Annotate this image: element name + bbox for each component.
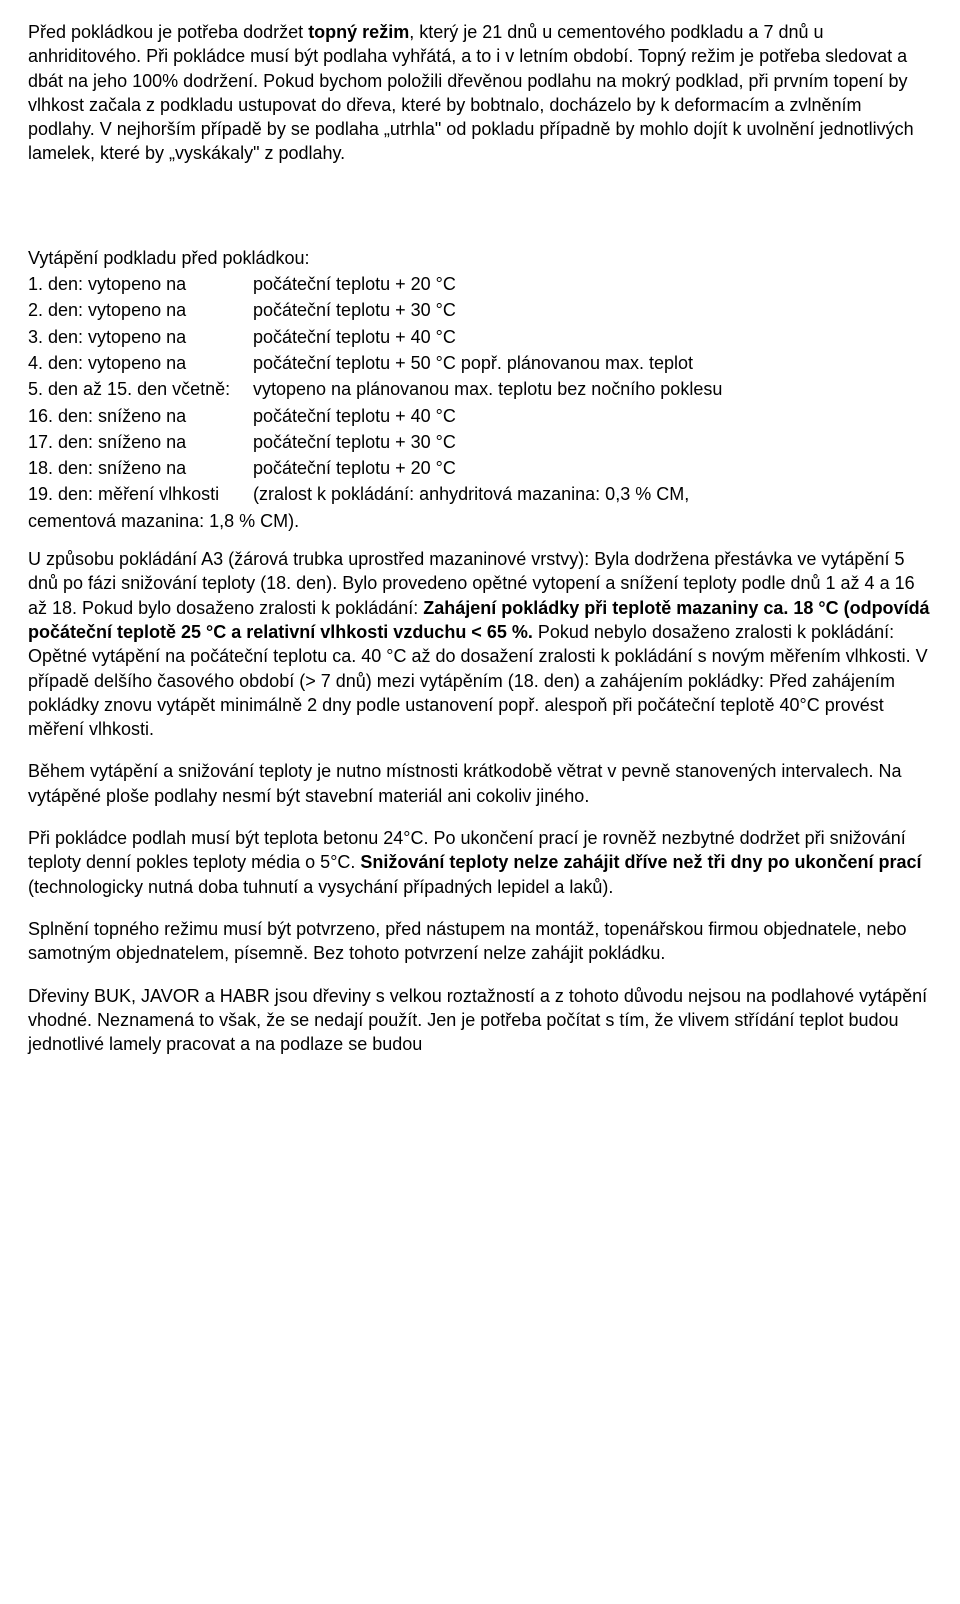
intro-paragraph: Před pokládkou je potřeba dodržet topný …: [28, 20, 932, 166]
schedule-value: počáteční teplotu + 50 °C popř. plánovan…: [253, 351, 932, 375]
schedule-row: 2. den: vytopeno napočáteční teplotu + 3…: [28, 298, 932, 322]
schedule-label: 2. den: vytopeno na: [28, 298, 253, 322]
schedule-label: 18. den: sníženo na: [28, 456, 253, 480]
schedule-row: 5. den až 15. den včetně:vytopeno na plá…: [28, 377, 932, 401]
schedule-row: 16. den: sníženo napočáteční teplotu + 4…: [28, 404, 932, 428]
schedule-tail: cementová mazanina: 1,8 % CM).: [28, 509, 932, 533]
p4-bold: Snižování teploty nelze zahájit dříve ne…: [360, 852, 921, 872]
schedule-row: 19. den: měření vlhkosti(zralost k poklá…: [28, 482, 932, 506]
schedule-value: počáteční teplotu + 40 °C: [253, 404, 932, 428]
intro-bold: topný režim: [308, 22, 409, 42]
schedule-value: počáteční teplotu + 20 °C: [253, 456, 932, 480]
schedule-row: 17. den: sníženo napočáteční teplotu + 3…: [28, 430, 932, 454]
schedule-list: 1. den: vytopeno napočáteční teplotu + 2…: [28, 272, 932, 507]
schedule-row: 4. den: vytopeno napočáteční teplotu + 5…: [28, 351, 932, 375]
schedule-title: Vytápění podkladu před pokládkou:: [28, 246, 932, 270]
schedule-label: 5. den až 15. den včetně:: [28, 377, 253, 401]
paragraph-a3: U způsobu pokládání A3 (žárová trubka up…: [28, 547, 932, 741]
schedule-value: počáteční teplotu + 40 °C: [253, 325, 932, 349]
schedule-label: 19. den: měření vlhkosti: [28, 482, 253, 506]
paragraph-temperature: Při pokládce podlah musí být teplota bet…: [28, 826, 932, 899]
p4-post: (technologicky nutná doba tuhnutí a vysy…: [28, 877, 613, 897]
schedule-row: 3. den: vytopeno napočáteční teplotu + 4…: [28, 325, 932, 349]
paragraph-confirmation: Splnění topného režimu musí být potvrzen…: [28, 917, 932, 966]
schedule-label: 3. den: vytopeno na: [28, 325, 253, 349]
schedule-label: 4. den: vytopeno na: [28, 351, 253, 375]
schedule-value: počáteční teplotu + 20 °C: [253, 272, 932, 296]
schedule-value: vytopeno na plánovanou max. teplotu bez …: [253, 377, 932, 401]
intro-pre: Před pokládkou je potřeba dodržet: [28, 22, 308, 42]
schedule-row: 1. den: vytopeno napočáteční teplotu + 2…: [28, 272, 932, 296]
schedule-value: počáteční teplotu + 30 °C: [253, 298, 932, 322]
intro-post: , který je 21 dnů u cementového podkladu…: [28, 22, 914, 163]
schedule-value: (zralost k pokládání: anhydritová mazani…: [253, 482, 932, 506]
paragraph-wood-types: Dřeviny BUK, JAVOR a HABR jsou dřeviny s…: [28, 984, 932, 1057]
schedule-label: 1. den: vytopeno na: [28, 272, 253, 296]
schedule-label: 17. den: sníženo na: [28, 430, 253, 454]
schedule-row: 18. den: sníženo napočáteční teplotu + 2…: [28, 456, 932, 480]
schedule-value: počáteční teplotu + 30 °C: [253, 430, 932, 454]
paragraph-ventilation: Během vytápění a snižování teploty je nu…: [28, 759, 932, 808]
schedule-label: 16. den: sníženo na: [28, 404, 253, 428]
